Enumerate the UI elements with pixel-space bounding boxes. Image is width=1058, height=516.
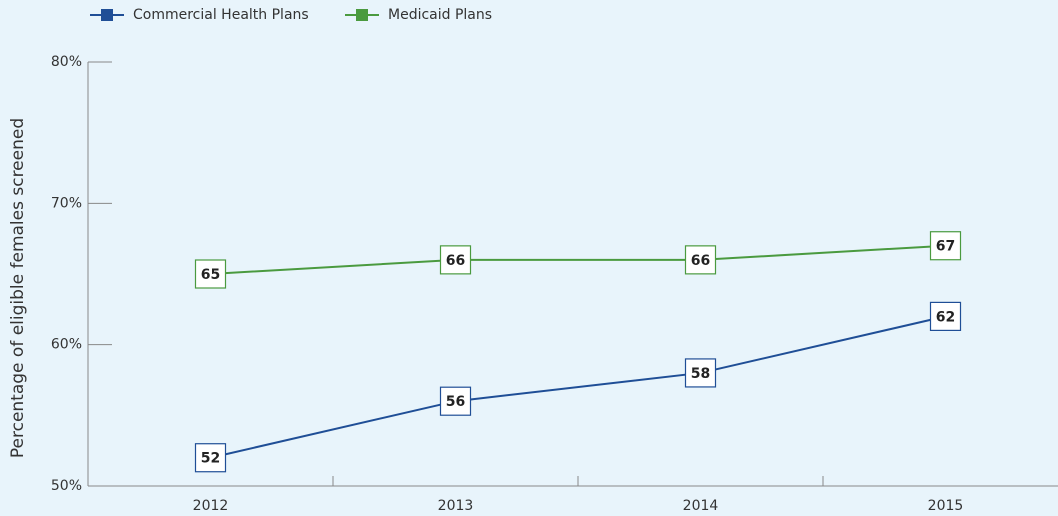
y-tick-label: 70% (51, 195, 82, 211)
x-tick-label: 2015 (928, 498, 964, 514)
x-tick-label: 2013 (438, 498, 474, 514)
value-label: 66 (446, 253, 465, 269)
legend-label: Medicaid Plans (388, 7, 492, 23)
series-line (210, 315, 946, 459)
value-label: 62 (936, 309, 955, 325)
y-tick-label: 80% (51, 54, 82, 70)
value-label: 52 (201, 451, 220, 467)
value-box (929, 301, 962, 331)
value-box (684, 358, 717, 388)
y-tick-label: 60% (51, 337, 82, 353)
legend-label: Commercial Health Plans (133, 7, 309, 23)
value-box (684, 245, 717, 275)
value-box (439, 245, 472, 275)
value-box (929, 231, 962, 261)
y-axis-label: Percentage of eligible females screened (8, 118, 28, 458)
series-line (210, 244, 946, 275)
legend-marker (356, 9, 368, 21)
value-box (439, 386, 472, 416)
value-label: 65 (201, 267, 220, 283)
value-label: 56 (446, 394, 465, 410)
value-label: 66 (691, 253, 710, 269)
value-box (194, 443, 227, 473)
value-label: 67 (936, 239, 955, 255)
value-label: 58 (691, 366, 710, 382)
x-tick-label: 2014 (683, 498, 719, 514)
x-tick-label: 2012 (193, 498, 229, 514)
value-box (194, 259, 227, 289)
y-tick-label: 50% (51, 478, 82, 494)
legend-marker (101, 9, 113, 21)
